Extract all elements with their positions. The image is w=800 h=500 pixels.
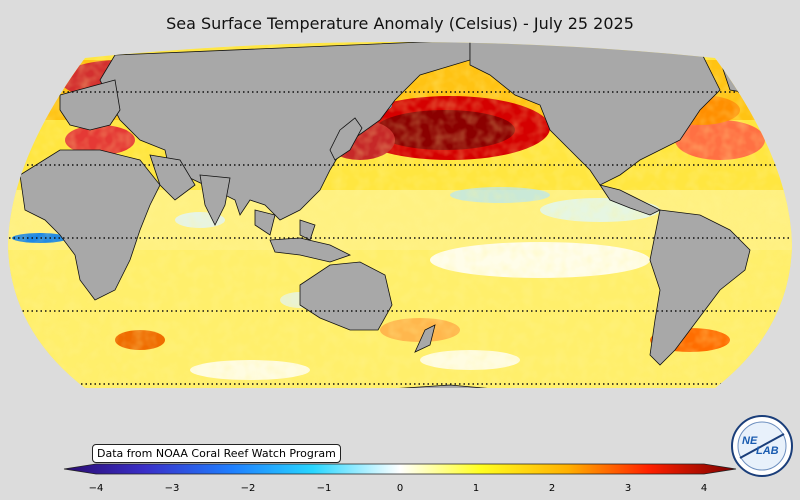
colorbar-tick-label: −2 — [240, 483, 256, 494]
colorbar-tick-label: 1 — [472, 483, 480, 494]
colorbar-tick-label: 2 — [548, 483, 556, 494]
colorbar-tick-label: −4 — [88, 483, 104, 494]
colorbar-tick-label: −3 — [164, 483, 180, 494]
colorbar — [63, 463, 737, 475]
colorbar-tick-label: 4 — [700, 483, 708, 494]
nelab-logo: NE LAB — [731, 415, 793, 477]
data-credit-label: Data from NOAA Coral Reef Watch Program — [92, 444, 341, 463]
logo-text-a: NE — [742, 435, 758, 447]
graticule — [8, 91, 792, 385]
logo-text-b: LAB — [756, 445, 779, 457]
page-title: Sea Surface Temperature Anomaly (Celsius… — [166, 14, 634, 33]
colorbar-tick-label: −1 — [316, 483, 332, 494]
colorbar-tick-label: 0 — [396, 483, 404, 494]
ocean-anomaly-field — [8, 42, 792, 388]
colorbar-tick-label: 3 — [624, 483, 632, 494]
sst-anomaly-map — [8, 42, 792, 388]
